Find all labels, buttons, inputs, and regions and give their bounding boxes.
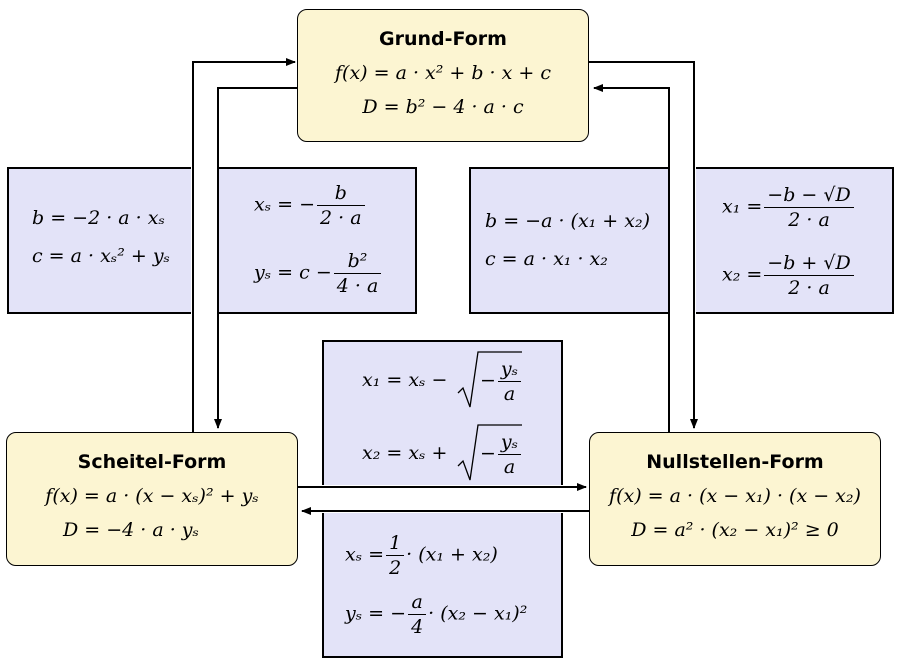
scheitel-form-discriminant: D = −4 · a · yₛ	[63, 519, 199, 541]
g2n-x1-formula: x₁ = −b − √D 2 · a	[722, 183, 856, 232]
nullstellen-form-box: Nullstellen-Form f(x) = a · (x − x₁) · (…	[589, 432, 881, 566]
g2n-x2-lhs: x₂ =	[722, 263, 763, 286]
nullstellen-form-discriminant: D = a² · (x₂ − x₁)² ≥ 0	[631, 519, 839, 541]
s2n-x2-fraction: yₛ a	[497, 430, 522, 479]
n2s-ys-lhs: yₛ = −	[345, 602, 407, 625]
n2s-ys-rhs: · (x₂ − x₁)²	[428, 602, 528, 625]
s2n-x1-radicand: − yₛ a	[480, 357, 523, 406]
s2n-x2-den: a	[503, 456, 516, 478]
g2n-x1-fraction: −b − √D 2 · a	[764, 183, 854, 232]
g2s-xs-den: 2 · a	[320, 207, 362, 229]
left-channel	[191, 166, 219, 316]
g2s-ys-fraction: b² 4 · a	[333, 249, 382, 298]
arrow-grund-to-scheitel	[214, 87, 297, 429]
n2s-xs-num: 1	[386, 531, 405, 556]
g2n-x2-num: −b + √D	[764, 251, 854, 276]
s2n-x2-num: yₛ	[497, 430, 522, 455]
g2n-x2-den: 2 · a	[788, 277, 830, 299]
grund-form-equation: f(x) = a · x² + b · x + c	[335, 62, 551, 84]
n2s-xs-formula: xₛ = 1 2 · (x₁ + x₂)	[345, 531, 498, 580]
s2n-x1-lhs: x₁ = xₛ −	[362, 369, 448, 391]
n2s-xs-lhs: xₛ =	[345, 543, 385, 566]
grund-form-discriminant: D = b² − 4 · a · c	[362, 96, 524, 118]
g2s-ys-num: b²	[333, 249, 382, 274]
scheitel-form-title: Scheitel-Form	[77, 451, 227, 473]
scheitel-form-box: Scheitel-Form f(x) = a · (x − xₛ)² + yₛ …	[6, 432, 298, 566]
center-channel	[320, 485, 565, 513]
n2s-xs-rhs: · (x₁ + x₂)	[406, 543, 498, 566]
s2n-x1-num: yₛ	[497, 357, 522, 382]
n2g-b-formula: b = −a · (x₁ + x₂)	[485, 210, 651, 232]
nullstellen-form-equation: f(x) = a · (x − x₁) · (x − x₂)	[609, 485, 861, 507]
n2s-ys-formula: yₛ = − a 4 · (x₂ − x₁)²	[345, 590, 527, 639]
g2n-x1-lhs: x₁ =	[722, 195, 763, 218]
s2n-x2-minus: −	[480, 442, 496, 465]
s2n-x1-den: a	[503, 383, 516, 405]
s2n-x2-lhs: x₂ = xₛ +	[362, 442, 448, 464]
sqrt-sign-x1	[457, 351, 522, 408]
g2s-ys-lhs: yₛ = c −	[254, 261, 332, 284]
n2s-ys-den: 4	[411, 616, 424, 638]
arrow-grund-to-null	[589, 61, 698, 429]
n2s-xs-den: 2	[389, 557, 402, 579]
n2s-ys-num: a	[408, 590, 427, 615]
g2s-xs-formula: xₛ = − b 2 · a	[254, 181, 367, 230]
n2g-c-formula: c = a · x₁ · x₂	[485, 248, 608, 270]
s2n-x2-radicand: − yₛ a	[480, 430, 523, 479]
right-channel	[668, 166, 696, 316]
g2n-x1-den: 2 · a	[788, 209, 830, 231]
arrow-scheitel-to-grund	[192, 58, 296, 433]
grund-form-box: Grund-Form f(x) = a · x² + b · x + c D =…	[297, 9, 589, 142]
s2n-x1-fraction: yₛ a	[497, 357, 522, 406]
scheitel-form-equation: f(x) = a · (x − xₛ)² + yₛ	[45, 485, 259, 507]
s2n-x1-minus: −	[480, 369, 496, 392]
s2g-b-formula: b = −2 · a · xₛ	[32, 207, 165, 229]
g2n-x2-formula: x₂ = −b + √D 2 · a	[722, 251, 856, 300]
s2g-c-formula: c = a · xₛ² + yₛ	[32, 245, 170, 267]
g2s-ys-formula: yₛ = c − b² 4 · a	[254, 249, 383, 298]
g2n-x1-num: −b − √D	[764, 183, 854, 208]
sqrt-sign-x2	[457, 424, 522, 481]
nullstellen-form-title: Nullstellen-Form	[646, 451, 824, 473]
g2n-x2-fraction: −b + √D 2 · a	[764, 251, 854, 300]
grund-form-title: Grund-Form	[379, 28, 507, 50]
arrow-null-to-grund	[593, 84, 670, 433]
g2s-ys-den: 4 · a	[336, 275, 379, 297]
g2s-xs-lhs: xₛ = −	[254, 193, 316, 216]
g2s-xs-num: b	[317, 181, 365, 206]
